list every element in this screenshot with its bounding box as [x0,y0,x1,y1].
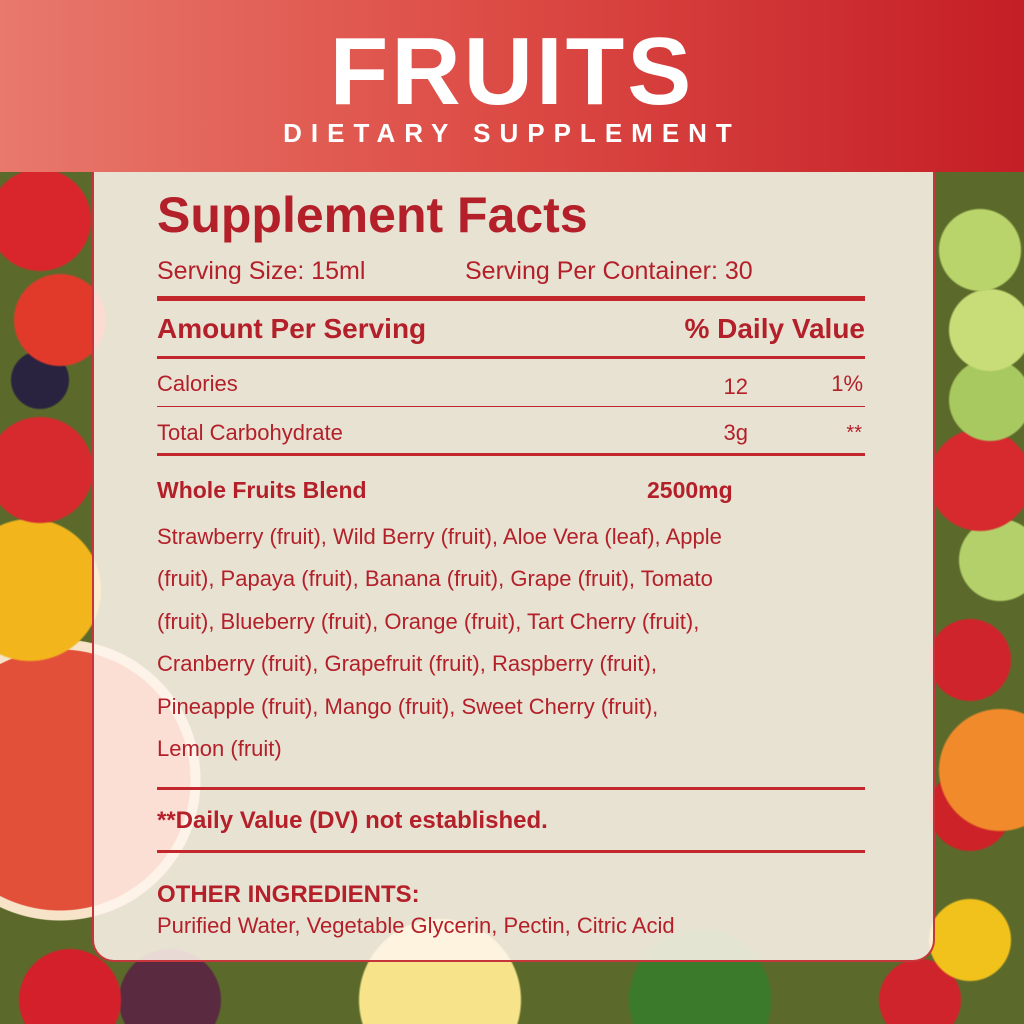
other-ingredients-text: Purified Water, Vegetable Glycerin, Pect… [157,913,675,938]
row-name: Total Carbohydrate [157,420,343,445]
daily-value-header: % Daily Value [684,313,865,344]
brand-subtitle: DIETARY SUPPLEMENT [283,118,741,148]
ingredient-line: (fruit), Blueberry (fruit), Orange (frui… [157,608,700,634]
divider [157,296,865,301]
ingredient-line: Cranberry (fruit), Grapefruit (fruit), R… [157,651,657,677]
row-amount: 3g [723,420,748,445]
divider [157,406,865,407]
supplement-facts-panel [92,172,935,962]
divider [157,453,865,456]
brand-title: FRUITS [329,18,695,125]
ingredient-line: Lemon (fruit) [157,736,282,762]
facts-title: Supplement Facts [157,187,588,243]
header-banner: FRUITS DIETARY SUPPLEMENT [0,0,1024,172]
row-name: Calories [157,371,238,396]
row-dv: ** [846,422,862,444]
blend-amount: 2500mg [647,477,733,503]
row-dv: 1% [831,371,863,396]
ingredient-line: (fruit), Papaya (fruit), Banana (fruit),… [157,566,713,592]
blend-name: Whole Fruits Blend [157,477,367,503]
row-amount: 12 [723,374,748,399]
serving-size: Serving Size: 15ml [157,257,366,285]
dv-note: **Daily Value (DV) not established. [157,807,548,834]
ingredient-line: Strawberry (fruit), Wild Berry (fruit), … [157,524,722,549]
divider [157,850,865,853]
ingredient-line: Pineapple (fruit), Mango (fruit), Sweet … [157,693,659,719]
amount-per-serving-header: Amount Per Serving [157,313,427,344]
other-ingredients-title: OTHER INGREDIENTS: [157,881,420,908]
servings-per-container: Serving Per Container: 30 [465,257,753,285]
blend-ingredients: Strawberry (fruit), Wild Berry (fruit), … [157,516,877,770]
divider [157,356,865,359]
divider [157,787,865,790]
